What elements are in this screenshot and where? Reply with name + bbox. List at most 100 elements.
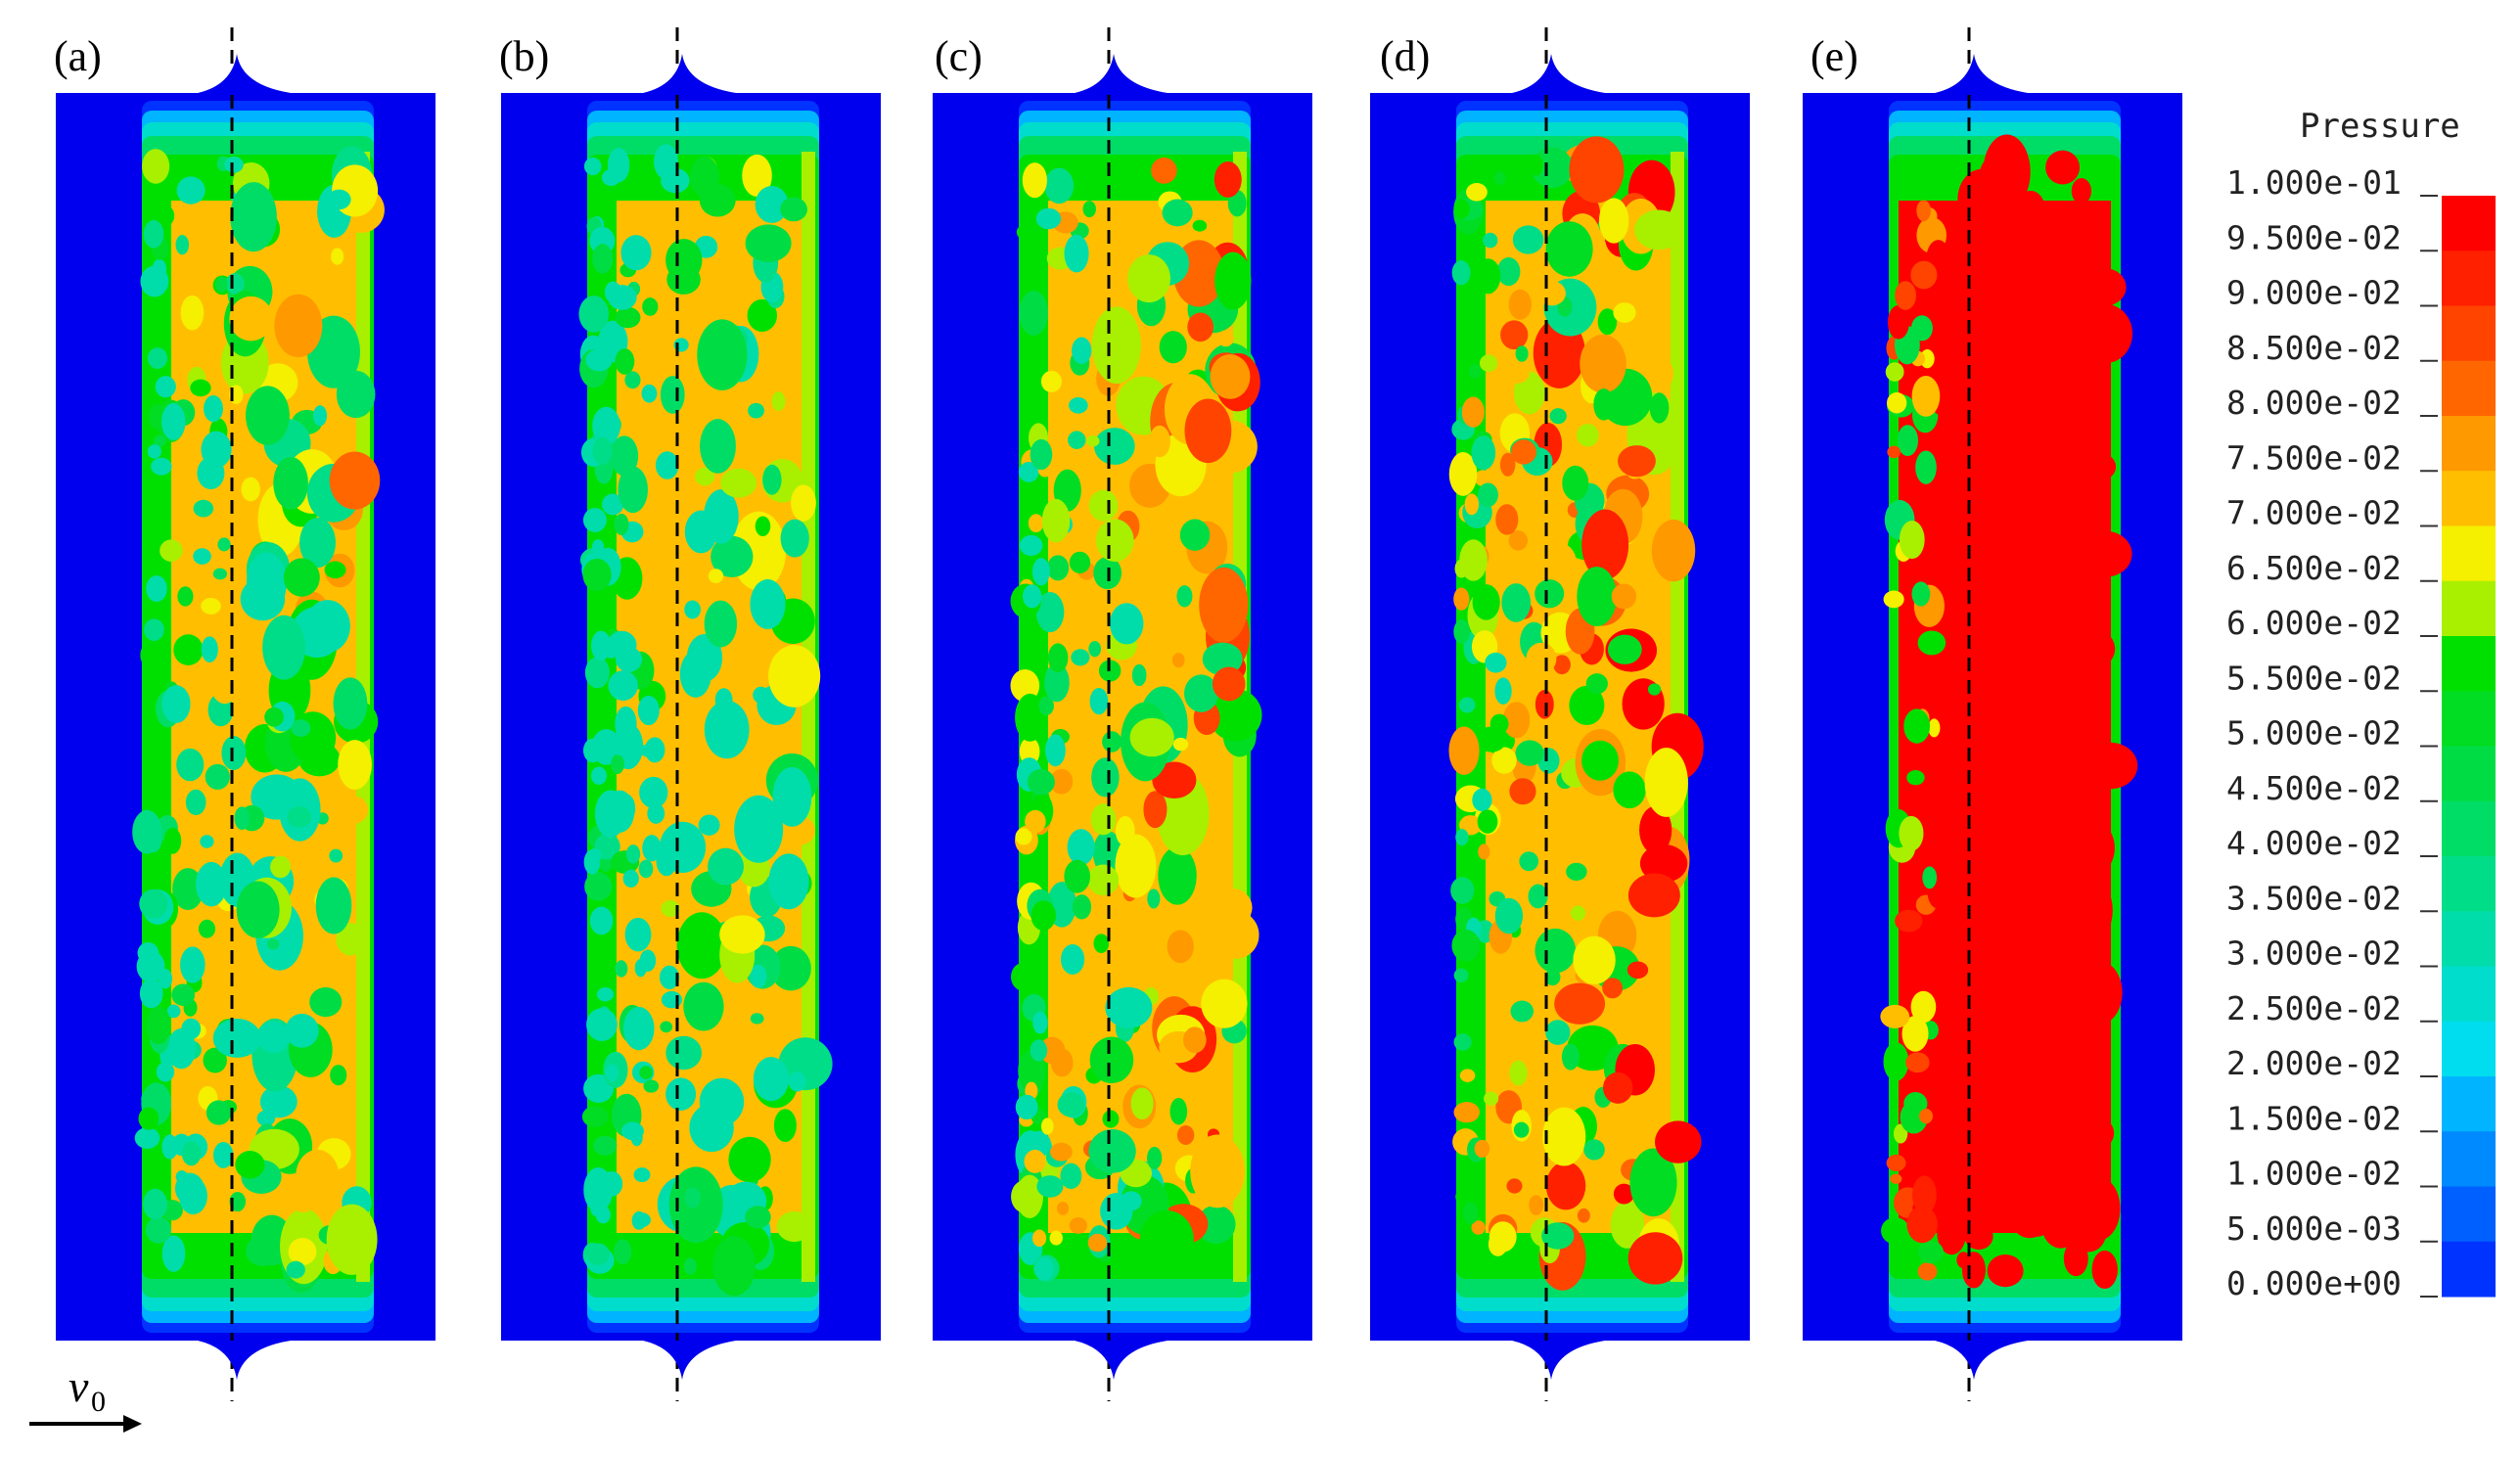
slab-region (578, 101, 833, 1333)
contour-blob (1453, 1033, 1472, 1051)
contour-blob (1064, 859, 1090, 893)
contour-blob (1508, 530, 1529, 551)
contour-blob (201, 636, 218, 662)
contour-blob (1176, 1125, 1195, 1145)
contour-blob (206, 1100, 232, 1125)
contour-blob (2016, 521, 2058, 560)
contour-blob (1027, 768, 1055, 796)
contour-blob (698, 814, 720, 836)
contour-blob (1015, 828, 1032, 845)
contour-blob (1152, 761, 1197, 799)
contour-blob (2010, 319, 2046, 358)
legend-swatch (2442, 305, 2496, 362)
contour-blob (1143, 791, 1168, 829)
contour-blob (1044, 662, 1070, 703)
contour-blob (1561, 1043, 1580, 1071)
contour-blob (1072, 337, 1092, 364)
contour-blob (175, 1170, 189, 1184)
legend-swatch (2442, 1241, 2496, 1298)
contour-blob (1916, 200, 1931, 222)
contour-blob (1569, 685, 1605, 725)
contour-blob (2013, 1164, 2060, 1237)
contour-blob (1179, 519, 1211, 551)
contour-blob (1993, 625, 2029, 661)
contour-blob (1105, 986, 1153, 1028)
contour-blob (324, 561, 346, 579)
contour-blob (2066, 1135, 2095, 1173)
contour-blob (1089, 687, 1109, 715)
contour-blob (1030, 1039, 1048, 1062)
contour-blob (1515, 740, 1544, 766)
contour-blob (1451, 260, 1471, 286)
legend-label: 1.000e-01 (2226, 163, 2402, 202)
contour-blob (700, 419, 736, 474)
contour-blob (683, 981, 724, 1031)
contour-blob (176, 748, 205, 782)
contour-blob (329, 848, 344, 863)
contour-blob (1019, 534, 1043, 557)
contour-blob (748, 402, 764, 419)
contour-blob (666, 264, 701, 295)
contour-blob (1553, 655, 1571, 675)
contour-blob (1634, 209, 1683, 251)
contour-blob (147, 347, 168, 369)
contour-blob (1050, 768, 1074, 795)
contour-blob (742, 154, 772, 197)
contour-blob (643, 1079, 660, 1093)
contour-blob (592, 406, 620, 445)
contour-blob (624, 917, 652, 952)
contour-blob (229, 1191, 247, 1212)
contour-blob (591, 539, 605, 555)
contour-blob (148, 403, 166, 430)
contour-blob (1071, 649, 1090, 666)
contour-blob (336, 370, 376, 419)
contour-blob (1088, 489, 1119, 522)
contour-blob (1088, 1129, 1136, 1173)
contour-blob (132, 809, 162, 854)
contour-blob (1581, 740, 1619, 781)
legend-label: 6.000e-02 (2226, 604, 2402, 642)
contour-blob (1887, 445, 1901, 459)
contour-blob (1936, 1207, 1961, 1230)
contour-blob (153, 204, 175, 228)
contour-blob (1127, 254, 1170, 303)
contour-blob (1944, 291, 1960, 308)
contour-blob (1922, 866, 1938, 889)
contour-blob (1068, 431, 1086, 450)
contour-blob (1494, 897, 1524, 935)
contour-blob (1082, 201, 1096, 218)
contour-blob (1549, 408, 1567, 425)
contour-blob (2008, 1084, 2021, 1097)
contour-blob (1461, 396, 1485, 428)
legend-label: 5.000e-02 (2226, 714, 2402, 752)
contour-blob (1554, 982, 1606, 1025)
contour-blob (257, 1021, 291, 1054)
legend-label: 4.000e-02 (2226, 824, 2402, 862)
contour-blob (2071, 1210, 2107, 1253)
contour-blob (221, 736, 247, 770)
contour-blob (704, 600, 738, 648)
contour-blob (1963, 590, 2007, 627)
contour-blob (745, 1206, 771, 1229)
contour-blobs (1448, 136, 1704, 1291)
contour-blob (1991, 1043, 2039, 1112)
contour-blob (1903, 1091, 1928, 1116)
contour-blob (614, 1239, 632, 1264)
contour-blob (1577, 1208, 1590, 1223)
contour-blob (1087, 864, 1120, 896)
contour-blob (1911, 376, 1941, 417)
contour-blob (1508, 289, 1532, 320)
contour-blob (327, 189, 351, 210)
contour-blob (660, 376, 685, 414)
contour-blob (1047, 643, 1069, 673)
contour-blob (1973, 233, 2013, 272)
contour-blob (1928, 718, 1941, 738)
contour-blob (329, 451, 381, 510)
contour-blob (1462, 1202, 1479, 1225)
contour-blob (1464, 493, 1480, 516)
legend-labels: 1.000e-01 9.500e-02 9.000e-02 8.500e-02 8.00… (2226, 163, 2438, 1302)
contour-blob (695, 467, 715, 486)
contour-blob (2069, 628, 2116, 669)
contour-blob (768, 853, 809, 910)
contour-blob (1016, 1174, 1044, 1218)
